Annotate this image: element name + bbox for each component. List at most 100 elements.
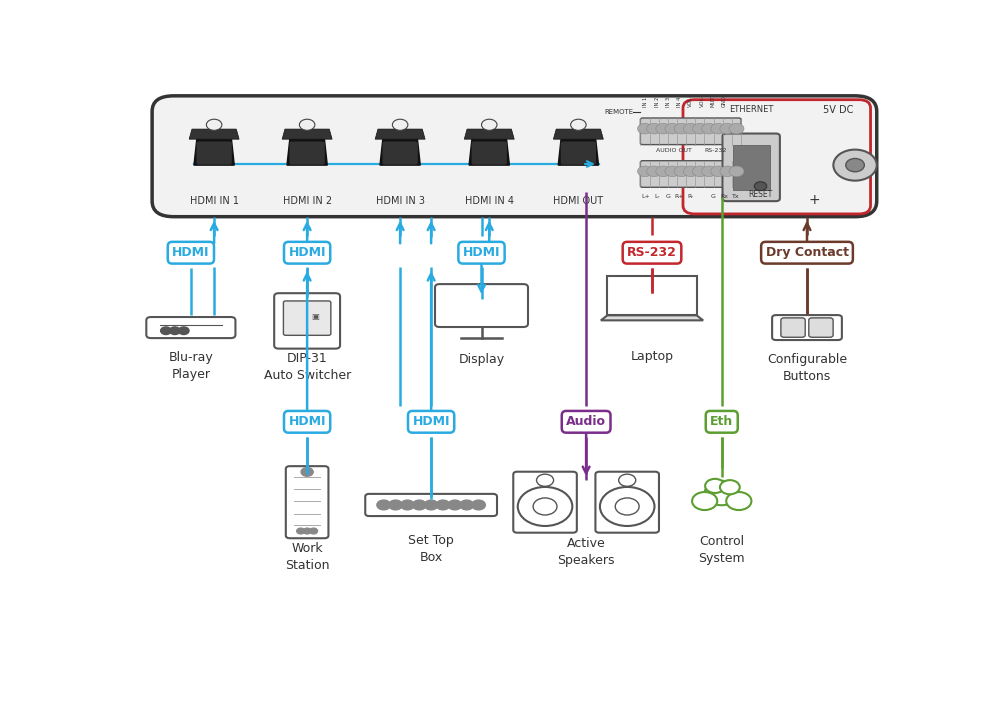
Text: Display: Display [458,353,505,366]
Text: Set Top
Box: Set Top Box [408,534,454,564]
Polygon shape [189,129,239,139]
FancyBboxPatch shape [283,301,331,336]
Circle shape [846,158,864,172]
Circle shape [692,123,707,134]
Circle shape [301,467,313,476]
Text: Work
Station: Work Station [285,542,329,572]
Circle shape [571,120,586,130]
Text: Eth: Eth [710,415,733,428]
Polygon shape [380,139,420,165]
Circle shape [754,181,767,191]
Polygon shape [553,129,603,139]
Circle shape [647,123,662,134]
Text: HDMI: HDMI [463,246,500,259]
Circle shape [389,500,402,510]
Circle shape [170,327,180,335]
Circle shape [692,492,717,510]
FancyBboxPatch shape [196,141,232,165]
FancyBboxPatch shape [772,315,842,340]
FancyBboxPatch shape [146,317,235,338]
Text: Dry Contact: Dry Contact [766,246,848,259]
Circle shape [683,123,698,134]
Circle shape [729,166,744,176]
Circle shape [705,479,725,493]
Circle shape [729,123,744,134]
Text: RESET: RESET [748,190,773,199]
Circle shape [674,166,689,176]
Circle shape [377,500,391,510]
Circle shape [665,166,680,176]
Circle shape [460,500,474,510]
Circle shape [309,528,318,534]
FancyBboxPatch shape [561,141,596,165]
Circle shape [424,500,438,510]
Polygon shape [601,315,703,320]
Polygon shape [194,139,234,165]
Circle shape [720,166,735,176]
Circle shape [720,480,740,495]
Text: L-: L- [654,194,660,199]
Polygon shape [287,139,327,165]
Polygon shape [469,139,509,165]
Text: GND: GND [722,96,727,107]
Text: G: G [711,194,716,199]
Circle shape [161,327,171,335]
Circle shape [436,500,450,510]
Circle shape [482,120,497,130]
Text: HDMI IN 1: HDMI IN 1 [190,196,239,206]
Text: Tx: Tx [732,194,739,199]
Text: R+: R+ [675,194,684,199]
FancyBboxPatch shape [683,99,871,214]
FancyBboxPatch shape [274,293,340,348]
Text: VOL-: VOL- [699,95,704,107]
Circle shape [705,481,739,505]
Text: IN 1: IN 1 [643,97,648,107]
Circle shape [206,120,222,130]
FancyBboxPatch shape [289,141,325,165]
Text: IN 3: IN 3 [666,97,671,107]
Circle shape [720,123,735,134]
Text: Configurable
Buttons: Configurable Buttons [767,353,847,382]
Circle shape [711,123,726,134]
Circle shape [674,123,689,134]
Circle shape [702,123,717,134]
Text: AUDIO OUT: AUDIO OUT [656,148,692,153]
Circle shape [303,528,311,534]
Circle shape [692,166,707,176]
FancyBboxPatch shape [733,145,770,189]
Circle shape [656,166,671,176]
Text: Blu-ray
Player: Blu-ray Player [168,351,213,381]
FancyBboxPatch shape [809,318,833,337]
FancyBboxPatch shape [152,96,877,217]
Text: IN 4: IN 4 [677,97,682,107]
Circle shape [683,166,698,176]
Text: IN 2: IN 2 [655,97,660,107]
Text: G: G [666,194,671,199]
FancyBboxPatch shape [472,141,507,165]
FancyBboxPatch shape [365,494,497,516]
Circle shape [656,123,671,134]
Polygon shape [558,139,599,165]
Text: Control
System: Control System [698,536,745,565]
FancyBboxPatch shape [781,318,805,337]
FancyBboxPatch shape [640,118,741,145]
FancyBboxPatch shape [723,133,780,201]
Text: VOL+: VOL+ [688,93,693,107]
Text: HDMI: HDMI [412,415,450,428]
FancyBboxPatch shape [435,284,528,327]
Circle shape [638,166,652,176]
Text: L+: L+ [642,194,650,199]
Text: DIP-31
Auto Switcher: DIP-31 Auto Switcher [264,352,351,382]
Circle shape [711,166,726,176]
Circle shape [448,500,462,510]
Polygon shape [464,129,514,139]
Text: ETHERNET: ETHERNET [729,105,773,114]
Polygon shape [607,276,697,315]
Text: RS-232: RS-232 [705,148,727,153]
Text: MUTE: MUTE [711,93,716,107]
Text: ▣: ▣ [312,312,320,321]
Circle shape [392,120,408,130]
Polygon shape [282,129,332,139]
Circle shape [726,492,751,510]
Circle shape [833,150,877,181]
